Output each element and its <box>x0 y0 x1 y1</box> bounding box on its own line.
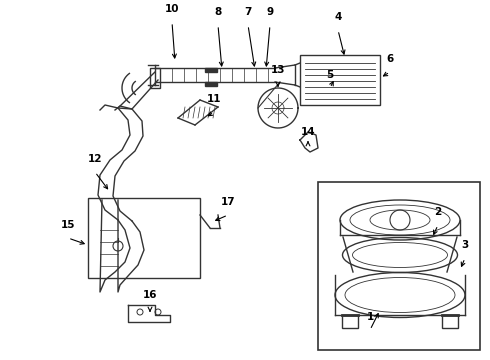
Text: 8: 8 <box>215 7 221 17</box>
Text: 13: 13 <box>271 65 285 75</box>
Text: 7: 7 <box>245 7 252 17</box>
Bar <box>318 182 480 350</box>
Text: 9: 9 <box>267 7 273 17</box>
Text: 15: 15 <box>61 220 75 230</box>
Bar <box>88 198 200 278</box>
Text: 17: 17 <box>220 197 235 207</box>
Bar <box>150 68 160 88</box>
Text: 10: 10 <box>165 4 179 14</box>
Bar <box>342 315 358 328</box>
Text: 2: 2 <box>434 207 441 217</box>
Text: 11: 11 <box>207 94 221 104</box>
Text: 1: 1 <box>367 312 373 322</box>
Bar <box>205 82 217 86</box>
Text: 6: 6 <box>387 54 393 64</box>
Text: 3: 3 <box>462 240 468 250</box>
Bar <box>300 55 380 105</box>
Text: 4: 4 <box>334 12 342 22</box>
Text: 14: 14 <box>301 127 315 137</box>
Bar <box>205 68 217 72</box>
Text: 16: 16 <box>143 290 157 300</box>
Text: 5: 5 <box>326 70 334 80</box>
Text: 12: 12 <box>88 154 102 164</box>
Bar <box>442 315 458 328</box>
